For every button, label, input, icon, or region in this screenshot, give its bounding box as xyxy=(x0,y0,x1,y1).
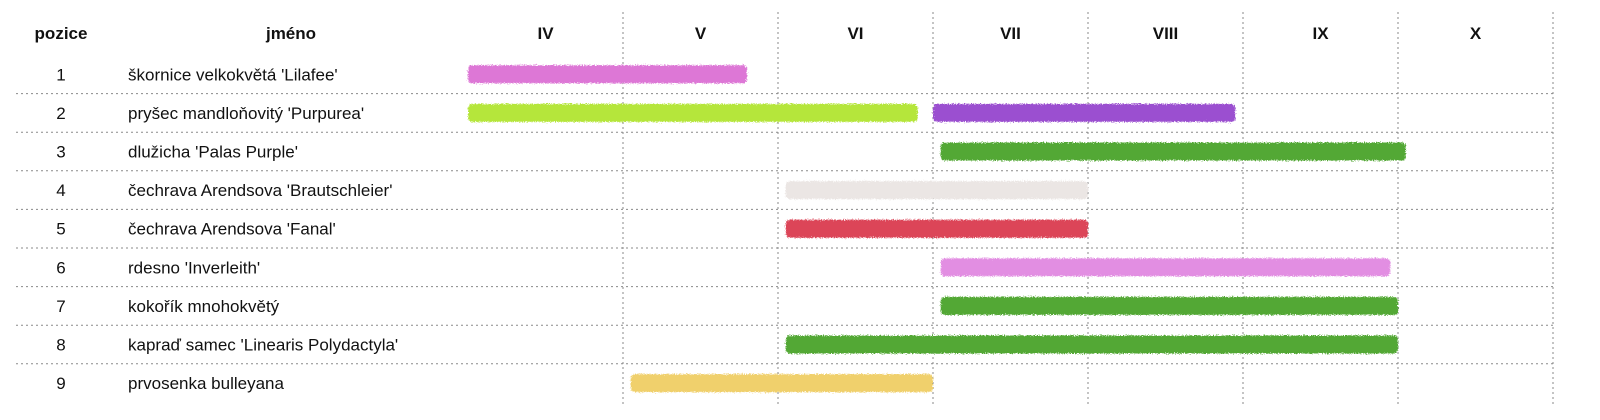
flowering-bar-row-2-period-2 xyxy=(933,103,1236,122)
table-row: 5 čechrava Arendsova 'Fanal' xyxy=(56,220,336,239)
grid xyxy=(16,12,1555,404)
month-header-VII: VII xyxy=(1000,24,1021,43)
table-row: 8 kapraď samec 'Linearis Polydactyla' xyxy=(56,336,398,355)
flowering-bar-row-8-period-1 xyxy=(785,335,1398,354)
row-plant-name: pryšec mandloňovitý 'Purpurea' xyxy=(128,104,364,123)
month-header-VIII: VIII xyxy=(1153,24,1179,43)
table-row: 4 čechrava Arendsova 'Brautschleier' xyxy=(56,181,392,200)
table-rows: 1 škornice velkokvětá 'Lilafee' 2 pryšec ma… xyxy=(56,65,398,393)
flowering-bar-row-2-period-1 xyxy=(468,103,918,122)
month-header-V: V xyxy=(695,24,707,43)
month-header-X: X xyxy=(1470,24,1482,43)
month-header-IV: IV xyxy=(537,24,554,43)
row-plant-name: škornice velkokvětá 'Lilafee' xyxy=(128,65,338,84)
flowering-bar-row-6-period-1 xyxy=(940,258,1391,277)
header-row: pozice jméno IV V VI VII VIII IX X xyxy=(35,24,1482,43)
row-plant-name: čechrava Arendsova 'Fanal' xyxy=(128,220,336,239)
flowering-bar-row-3-period-1 xyxy=(940,142,1406,161)
flowering-bar-row-7-period-1 xyxy=(940,296,1398,315)
row-position: 3 xyxy=(56,143,65,162)
row-plant-name: kapraď samec 'Linearis Polydactyla' xyxy=(128,336,398,355)
row-plant-name: čechrava Arendsova 'Brautschleier' xyxy=(128,181,392,200)
row-plant-name: kokořík mnohokvětý xyxy=(128,297,280,316)
table-row: 9 prvosenka bulleyana xyxy=(56,374,284,393)
row-position: 2 xyxy=(56,104,65,123)
flowering-bars xyxy=(468,65,1406,393)
flowering-bar-row-9-period-1 xyxy=(630,374,933,393)
table-row: 3 dlužicha 'Palas Purple' xyxy=(56,143,298,162)
flowering-bar-row-1-period-1 xyxy=(468,65,747,84)
month-header-VI: VI xyxy=(847,24,863,43)
row-position: 1 xyxy=(56,65,65,84)
row-plant-name: rdesno 'Inverleith' xyxy=(128,258,260,277)
row-position: 9 xyxy=(56,374,65,393)
name-column-header: jméno xyxy=(265,24,316,43)
table-row: 1 škornice velkokvětá 'Lilafee' xyxy=(56,65,337,84)
table-row: 6 rdesno 'Inverleith' xyxy=(56,258,260,277)
month-header-IX: IX xyxy=(1312,24,1329,43)
row-position: 8 xyxy=(56,336,65,355)
flowering-bar-row-4-period-1 xyxy=(785,181,1088,200)
row-position: 6 xyxy=(56,258,65,277)
row-position: 5 xyxy=(56,220,65,239)
row-plant-name: prvosenka bulleyana xyxy=(128,374,284,393)
row-position: 4 xyxy=(56,181,65,200)
table-row: 7 kokořík mnohokvětý xyxy=(56,297,279,316)
flowering-bar-row-5-period-1 xyxy=(785,219,1088,238)
row-plant-name: dlužicha 'Palas Purple' xyxy=(128,143,298,162)
position-column-header: pozice xyxy=(35,24,88,43)
table-row: 2 pryšec mandloňovitý 'Purpurea' xyxy=(56,104,364,123)
row-position: 7 xyxy=(56,297,65,316)
